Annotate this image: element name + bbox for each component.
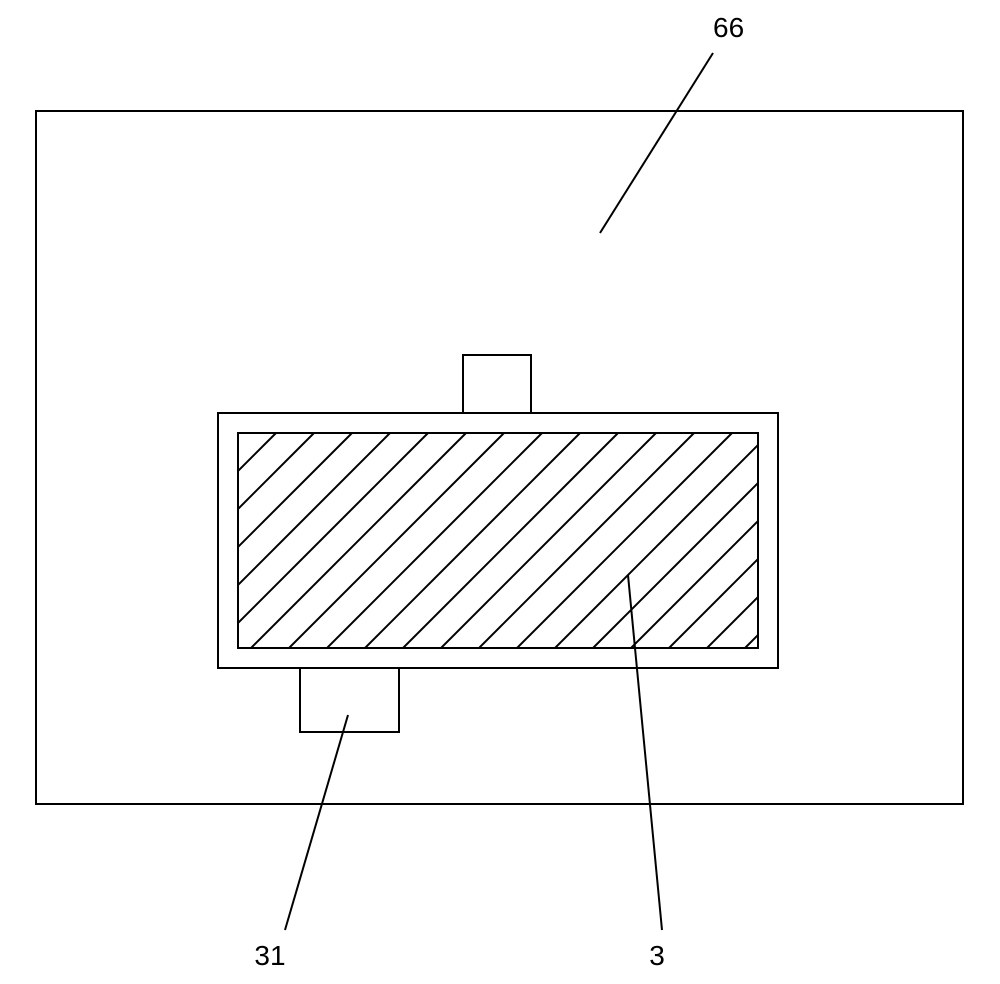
label-3: 3 bbox=[649, 940, 665, 971]
label-66: 66 bbox=[713, 12, 744, 43]
top-tab bbox=[463, 355, 531, 413]
leader-66 bbox=[600, 53, 713, 233]
diagram-svg: 66 31 3 bbox=[0, 0, 1000, 984]
technical-diagram: 66 31 3 bbox=[0, 0, 1000, 984]
bottom-tab bbox=[300, 668, 399, 732]
leader-31 bbox=[285, 715, 348, 930]
label-31: 31 bbox=[254, 940, 285, 971]
